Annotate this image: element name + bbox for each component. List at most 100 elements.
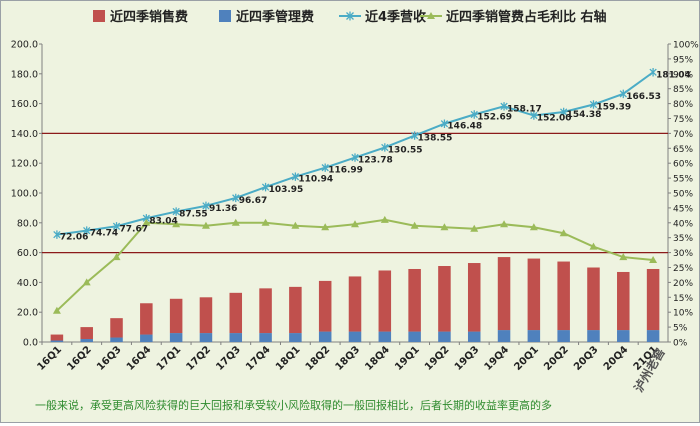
- bar-admin: [318, 331, 332, 342]
- x-tick-label: 18Q4: [363, 344, 392, 373]
- bar-sales: [110, 318, 123, 338]
- x-tick-label: 17Q2: [185, 344, 214, 373]
- legend-label: 近四季管理费: [236, 9, 314, 25]
- x-tick-label: 19Q1: [393, 344, 422, 373]
- y-right-tick-label: 85%: [673, 85, 693, 95]
- y-right-tick-label: 70%: [673, 130, 693, 140]
- bar-admin: [587, 330, 600, 342]
- revenue-data-label: 130.55: [388, 145, 423, 155]
- y-left-tick-label: 160.0: [11, 99, 38, 110]
- x-tick-label: 19Q2: [423, 344, 452, 373]
- x-tick-label: 18Q1: [274, 344, 303, 373]
- revenue-data-label: 152.69: [477, 112, 512, 122]
- x-tick-label: 16Q2: [65, 344, 94, 373]
- bar-sales: [646, 268, 660, 331]
- legend-swatch: [93, 10, 105, 22]
- x-tick-label: 16Q1: [35, 344, 64, 373]
- x-tick-label: 17Q1: [155, 344, 184, 373]
- y-right-tick-label: 95%: [673, 55, 693, 65]
- revenue-point: [53, 230, 61, 239]
- bar-admin: [259, 333, 272, 342]
- ratio-point: [559, 229, 568, 237]
- y-right-tick-label: 50%: [673, 190, 693, 200]
- revenue-data-label: 72.06: [60, 233, 88, 243]
- x-tick-label: 18Q2: [304, 344, 333, 373]
- y-left-tick-label: 100.0: [11, 189, 38, 200]
- data-labels: 72.06 74.74 77.6783.0487.5591.3696.67103.9…: [60, 70, 691, 242]
- revenue-data-label: 103.95: [269, 185, 304, 195]
- revenue-point: [232, 193, 240, 203]
- bars: [50, 257, 660, 342]
- revenue-data-label: 146.48: [447, 122, 482, 132]
- ratio-point: [142, 218, 151, 226]
- revenue-point: [470, 110, 478, 119]
- ratio-point: [351, 220, 359, 228]
- bar-admin: [110, 337, 123, 342]
- ratio-point: [410, 221, 419, 229]
- bar-admin: [557, 330, 570, 342]
- bar-sales: [408, 268, 421, 332]
- y-left-tick-label: 180.0: [11, 69, 38, 80]
- bar-admin: [199, 333, 213, 342]
- bar-sales: [378, 270, 392, 332]
- y-right-tick-label: 80%: [673, 100, 693, 110]
- y-right-tick-label: 40%: [673, 219, 693, 229]
- revenue-data-label: 138.55: [418, 134, 453, 144]
- x-tick-label: 19Q3: [453, 344, 482, 373]
- reference-lines: [42, 132, 668, 254]
- y-right-tick-label: 15%: [673, 294, 693, 304]
- ratio-point: [440, 223, 449, 231]
- y-left-tick-label: 140.0: [11, 129, 38, 140]
- x-tick-label: 20Q2: [542, 344, 571, 373]
- y-right-tick-label: 75%: [673, 115, 693, 125]
- ratio-point: [112, 253, 121, 261]
- ratio-point: [500, 220, 509, 228]
- x-tick-label: 20Q3: [572, 344, 601, 373]
- x-tick-label: 17Q4: [244, 344, 273, 373]
- ratio-point: [529, 223, 538, 231]
- revenue-data-label: 83.04: [149, 216, 177, 226]
- bar-admin: [617, 330, 630, 342]
- ratio-point: [321, 223, 330, 231]
- revenue-data-label: 158.17: [507, 104, 542, 114]
- bar-sales: [259, 288, 272, 334]
- revenue-data-label: 152.00: [537, 114, 572, 124]
- y-left-tick-label: 20.0: [17, 308, 38, 319]
- x-tick-label: 17Q3: [214, 344, 243, 373]
- ratio-point: [291, 221, 300, 229]
- x-tick-label: 20Q1: [512, 344, 541, 373]
- ratio-point: [619, 253, 628, 261]
- legend-swatch: [219, 10, 231, 22]
- ratio-point: [172, 220, 181, 228]
- legend: 近四季销售费 近四季管理费 近4季营收 近四季销管费占毛利比 右轴: [93, 9, 607, 25]
- bar-admin: [467, 331, 481, 342]
- annotation-text: 一般来说，承受更高风险获得的巨大回报和承受较小风险取得的一般回报相比，后者长期的…: [35, 398, 552, 412]
- y-right-tick-label: 5%: [673, 324, 688, 334]
- bar-sales: [289, 286, 302, 334]
- bar-sales: [527, 258, 541, 331]
- bar-admin: [527, 330, 541, 342]
- legend-label: 近4季营收: [365, 9, 427, 25]
- bar-sales: [587, 267, 600, 331]
- bar-sales: [497, 257, 511, 331]
- x-tick-label: 19Q4: [483, 344, 512, 373]
- revenue-point: [112, 222, 121, 231]
- legend-marker: [427, 12, 435, 19]
- revenue-point: [291, 172, 300, 181]
- revenue-point: [589, 100, 598, 109]
- bar-sales: [199, 297, 213, 334]
- y-right-tick-label: 55%: [673, 175, 693, 185]
- y-right-tick-label: 60%: [673, 160, 693, 170]
- bar-sales: [348, 276, 362, 332]
- y-left-tick-label: 60.0: [17, 248, 38, 259]
- x-tick-label: 16Q4: [125, 344, 154, 373]
- y-left-tick-label: 80.0: [17, 218, 38, 229]
- legend-label: 近四季销管费占毛利比 右轴: [446, 9, 607, 25]
- bar-sales: [169, 298, 183, 334]
- lines: [52, 68, 658, 314]
- bar-admin: [169, 333, 183, 342]
- bar-sales: [229, 292, 243, 334]
- y-left-tick-label: 120.0: [11, 159, 38, 170]
- y-right-tick-label: 35%: [673, 234, 693, 244]
- ratio-point: [470, 224, 479, 232]
